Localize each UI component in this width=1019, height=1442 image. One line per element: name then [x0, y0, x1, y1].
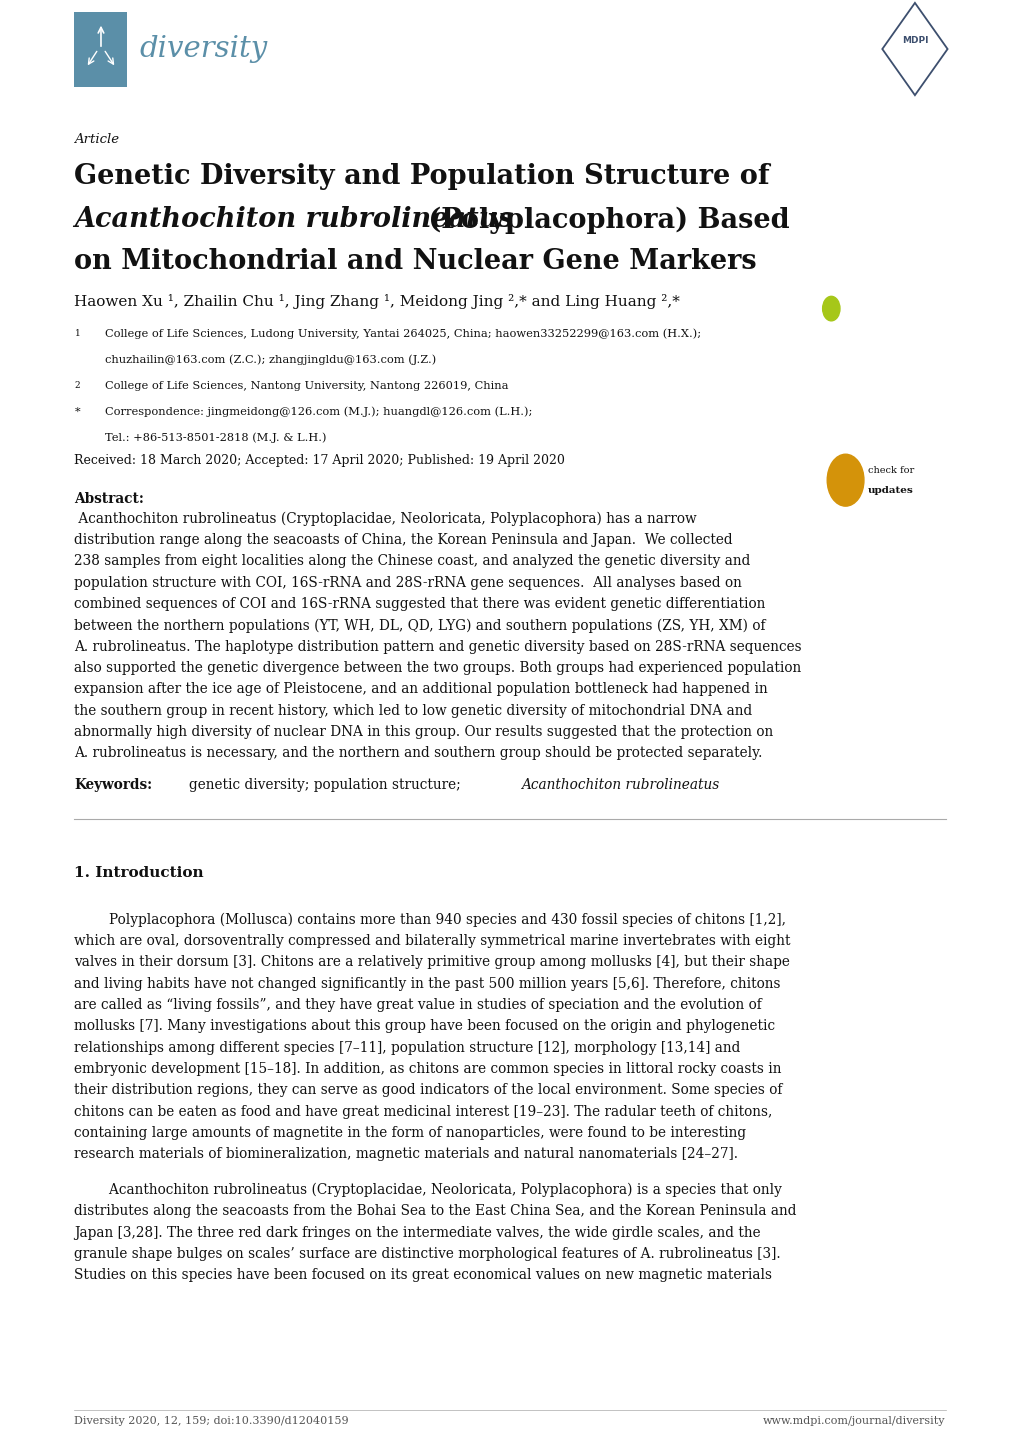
Text: Correspondence: jingmeidong@126.com (M.J.); huangdl@126.com (L.H.);: Correspondence: jingmeidong@126.com (M.J…: [105, 407, 532, 417]
Text: MDPI: MDPI: [901, 36, 927, 45]
Text: 1: 1: [74, 329, 81, 337]
Text: valves in their dorsum [3]. Chitons are a relatively primitive group among mollu: valves in their dorsum [3]. Chitons are …: [74, 955, 790, 969]
FancyBboxPatch shape: [74, 12, 127, 87]
Text: genetic diversity; population structure;: genetic diversity; population structure;: [189, 779, 465, 793]
Text: A. rubrolineatus. The haplotype distribution pattern and genetic diversity based: A. rubrolineatus. The haplotype distribu…: [74, 640, 801, 653]
Text: Genetic Diversity and Population Structure of: Genetic Diversity and Population Structu…: [74, 163, 769, 190]
Text: iD: iD: [826, 306, 835, 311]
Text: research materials of biomineralization, magnetic materials and natural nanomate: research materials of biomineralization,…: [74, 1148, 738, 1161]
Text: diversity: diversity: [140, 35, 268, 63]
Text: which are oval, dorsoventrally compressed and bilaterally symmetrical marine inv: which are oval, dorsoventrally compresse…: [74, 934, 790, 947]
Text: combined sequences of COI and 16S-rRNA suggested that there was evident genetic : combined sequences of COI and 16S-rRNA s…: [74, 597, 765, 611]
Text: between the northern populations (YT, WH, DL, QD, LYG) and southern populations : between the northern populations (YT, WH…: [74, 619, 765, 633]
Text: Acanthochiton rubrolineatus (Cryptoplacidae, Neoloricata, Polyplacophora) is a s: Acanthochiton rubrolineatus (Cryptoplaci…: [74, 1182, 782, 1197]
Text: distributes along the seacoasts from the Bohai Sea to the East China Sea, and th: distributes along the seacoasts from the…: [74, 1204, 796, 1218]
Text: College of Life Sciences, Nantong University, Nantong 226019, China: College of Life Sciences, Nantong Univer…: [105, 381, 508, 391]
Text: chuzhailin@163.com (Z.C.); zhangjingldu@163.com (J.Z.): chuzhailin@163.com (Z.C.); zhangjingldu@…: [105, 355, 436, 365]
Text: Acanthochiton rubrolineatus: Acanthochiton rubrolineatus: [74, 206, 514, 234]
Text: Abstract:: Abstract:: [74, 492, 145, 506]
Circle shape: [822, 296, 840, 322]
Text: on Mitochondrial and Nuclear Gene Markers: on Mitochondrial and Nuclear Gene Marker…: [74, 248, 756, 275]
Text: expansion after the ice age of Pleistocene, and an additional population bottlen: expansion after the ice age of Pleistoce…: [74, 682, 767, 696]
Text: Article: Article: [74, 133, 119, 146]
Text: distribution range along the seacoasts of China, the Korean Peninsula and Japan.: distribution range along the seacoasts o…: [74, 534, 733, 547]
Text: updates: updates: [867, 486, 913, 495]
Text: Acanthochiton rubrolineatus (Cryptoplacidae, Neoloricata, Polyplacophora) has a : Acanthochiton rubrolineatus (Cryptoplaci…: [74, 512, 696, 526]
Text: Diversity 2020, 12, 159; doi:10.3390/d12040159: Diversity 2020, 12, 159; doi:10.3390/d12…: [74, 1416, 348, 1426]
Text: Keywords:: Keywords:: [74, 779, 153, 793]
Text: population structure with COI, 16S-rRNA and 28S-rRNA gene sequences.  All analys: population structure with COI, 16S-rRNA …: [74, 575, 742, 590]
Text: www.mdpi.com/journal/diversity: www.mdpi.com/journal/diversity: [762, 1416, 945, 1426]
Text: embryonic development [15–18]. In addition, as chitons are common species in lit: embryonic development [15–18]. In additi…: [74, 1061, 782, 1076]
Text: containing large amounts of magnetite in the form of nanoparticles, were found t: containing large amounts of magnetite in…: [74, 1126, 746, 1141]
Polygon shape: [881, 3, 947, 95]
Text: College of Life Sciences, Ludong University, Yantai 264025, China; haowen3325229: College of Life Sciences, Ludong Univers…: [105, 329, 700, 339]
Text: are called as “living fossils”, and they have great value in studies of speciati: are called as “living fossils”, and they…: [74, 998, 761, 1012]
Text: Studies on this species have been focused on its great economical values on new : Studies on this species have been focuse…: [74, 1269, 771, 1282]
Text: ✓: ✓: [840, 476, 850, 485]
Text: Polyplacophora (Mollusca) contains more than 940 species and 430 fossil species : Polyplacophora (Mollusca) contains more …: [74, 913, 786, 927]
Text: Japan [3,28]. The three red dark fringes on the intermediate valves, the wide gi: Japan [3,28]. The three red dark fringes…: [74, 1226, 760, 1240]
Text: *: *: [74, 407, 81, 417]
Text: Haowen Xu ¹, Zhailin Chu ¹, Jing Zhang ¹, Meidong Jing ²,* and Ling Huang ²,*: Haowen Xu ¹, Zhailin Chu ¹, Jing Zhang ¹…: [74, 294, 680, 309]
Text: 2: 2: [74, 381, 81, 389]
Text: 238 samples from eight localities along the Chinese coast, and analyzed the gene: 238 samples from eight localities along …: [74, 554, 750, 568]
Text: mollusks [7]. Many investigations about this group have been focused on the orig: mollusks [7]. Many investigations about …: [74, 1019, 774, 1034]
Text: check for: check for: [867, 466, 913, 474]
Text: also supported the genetic divergence between the two groups. Both groups had ex: also supported the genetic divergence be…: [74, 660, 801, 675]
Text: Received: 18 March 2020; Accepted: 17 April 2020; Published: 19 April 2020: Received: 18 March 2020; Accepted: 17 Ap…: [74, 454, 565, 467]
Text: and living habits have not changed significantly in the past 500 million years [: and living habits have not changed signi…: [74, 976, 781, 991]
Text: A. rubrolineatus is necessary, and the northern and southern group should be pro: A. rubrolineatus is necessary, and the n…: [74, 747, 762, 760]
Text: 1. Introduction: 1. Introduction: [74, 867, 204, 881]
Text: relationships among different species [7–11], population structure [12], morphol: relationships among different species [7…: [74, 1041, 740, 1054]
Circle shape: [826, 454, 863, 506]
Text: (Polyplacophora) Based: (Polyplacophora) Based: [419, 206, 789, 234]
Text: the southern group in recent history, which led to low genetic diversity of mito: the southern group in recent history, wh…: [74, 704, 752, 718]
Text: abnormally high diversity of nuclear DNA in this group. Our results suggested th: abnormally high diversity of nuclear DNA…: [74, 725, 773, 740]
Text: Acanthochiton rubrolineatus: Acanthochiton rubrolineatus: [521, 779, 718, 793]
Text: granule shape bulges on scales’ surface are distinctive morphological features o: granule shape bulges on scales’ surface …: [74, 1247, 781, 1262]
Text: their distribution regions, they can serve as good indicators of the local envir: their distribution regions, they can ser…: [74, 1083, 782, 1097]
Text: Tel.: +86-513-8501-2818 (M.J. & L.H.): Tel.: +86-513-8501-2818 (M.J. & L.H.): [105, 433, 326, 443]
Text: chitons can be eaten as food and have great medicinal interest [19–23]. The radu: chitons can be eaten as food and have gr…: [74, 1105, 772, 1119]
